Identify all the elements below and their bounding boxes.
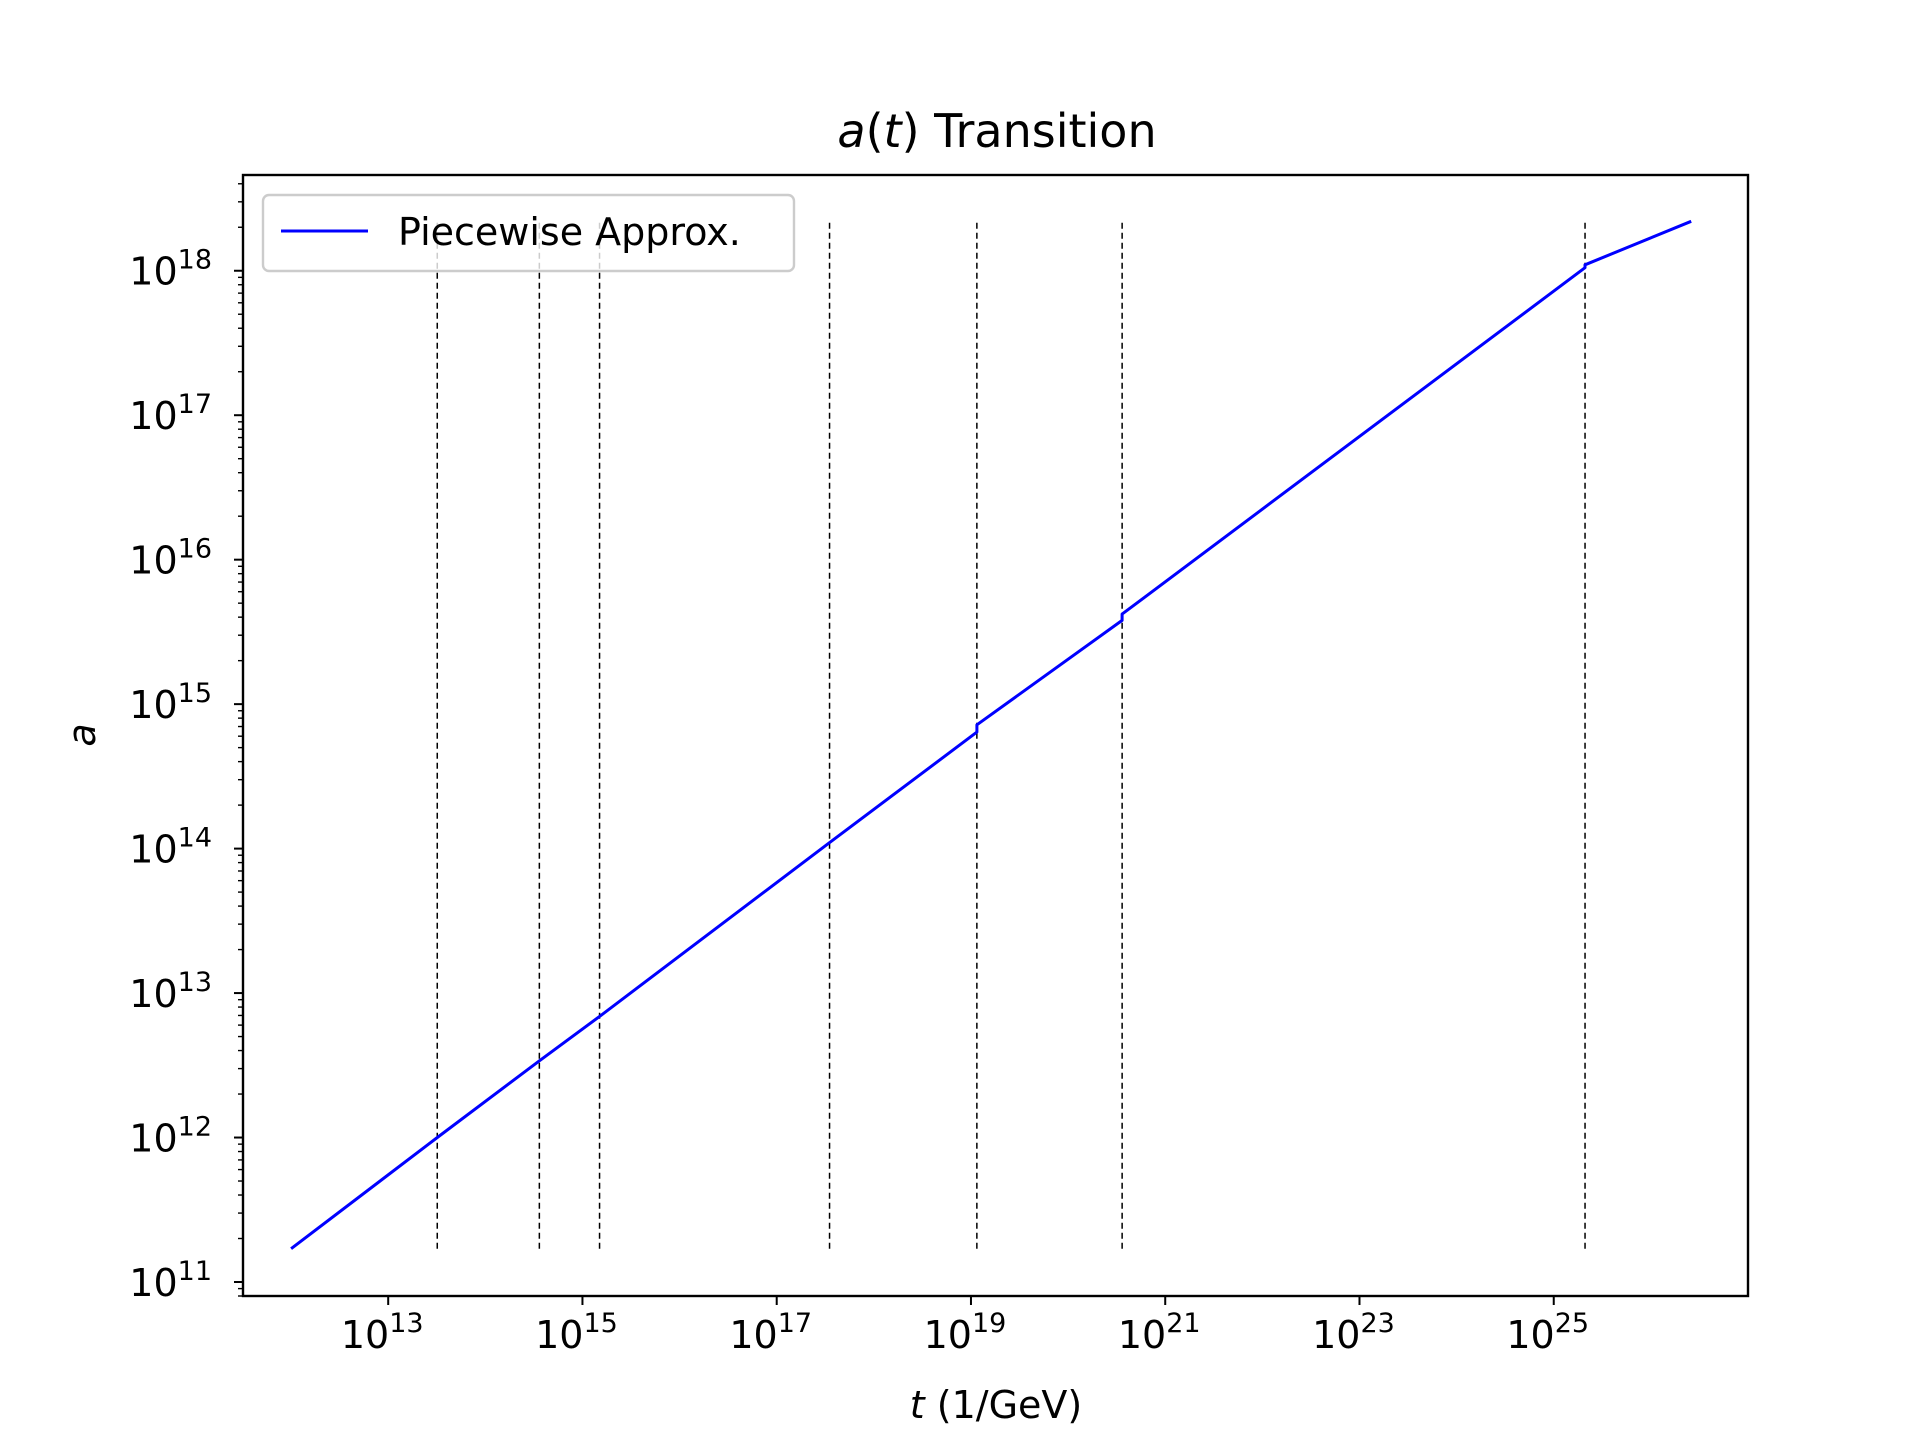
y-tick-label-0: 1011 xyxy=(129,1256,212,1305)
x-axis-label: t (1/GeV) xyxy=(910,1383,1082,1427)
y-axis-ticks: 1011 1012 1013 1014 1015 1016 1017 1018 xyxy=(129,245,243,1305)
x-tick-label-3: 1019 xyxy=(924,1308,1007,1357)
y-tick-label-5: 1016 xyxy=(129,534,212,583)
y-axis-label: a xyxy=(60,723,104,746)
x-tick-label-0: 1013 xyxy=(341,1308,424,1357)
x-axis-ticks: 1013 1015 1017 1019 1021 1023 1025 xyxy=(341,1296,1589,1357)
y-tick-label-6: 1017 xyxy=(129,389,212,438)
legend: Piecewise Approx. xyxy=(261,193,796,273)
chart-title: a(t) Transition xyxy=(837,104,1156,158)
series-line-0 xyxy=(290,219,1692,1250)
y-tick-label-1: 1012 xyxy=(129,1112,212,1161)
x-tick-label-4: 1021 xyxy=(1118,1308,1201,1357)
x-tick-label-5: 1023 xyxy=(1312,1308,1395,1357)
x-tick-label-6: 1025 xyxy=(1506,1308,1589,1357)
x-tick-label-2: 1017 xyxy=(729,1308,812,1357)
vertical-marker-lines xyxy=(436,221,1586,1249)
series-layer xyxy=(290,219,1692,1250)
plot-area xyxy=(243,175,1748,1296)
y-tick-label-2: 1013 xyxy=(129,967,212,1016)
y-tick-label-7: 1018 xyxy=(129,245,212,294)
legend-box xyxy=(261,193,796,273)
x-tick-label-1: 1015 xyxy=(535,1308,618,1357)
plot-frame xyxy=(241,173,1750,1298)
legend-label: Piecewise Approx. xyxy=(398,210,741,254)
y-tick-label-3: 1014 xyxy=(129,823,212,872)
y-tick-label-4: 1015 xyxy=(129,678,212,727)
